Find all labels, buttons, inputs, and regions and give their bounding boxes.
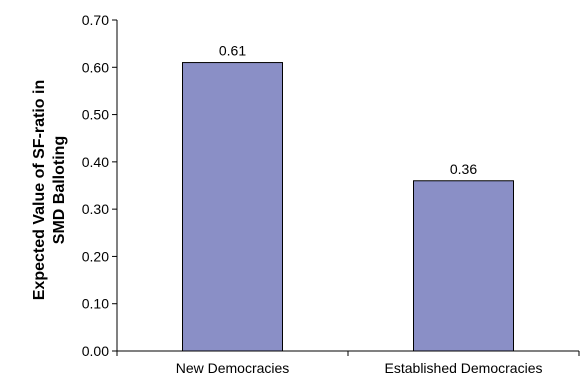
y-tick-label: 0.50	[82, 107, 109, 123]
plot-area: 0.00 0.10 0.20 0.30 0.40 0.50 0.60 0.70 0.61 New …	[82, 12, 580, 376]
bar-1	[413, 180, 514, 352]
data-label-0: 0.61	[219, 43, 246, 59]
y-axis-label-line-1: Expected Value of SF-ratio in	[31, 80, 48, 301]
y-tick-label: 0.20	[82, 248, 109, 264]
bar-0	[182, 62, 283, 352]
category-label-0: New Democracies	[176, 360, 290, 376]
y-tick-label: 0.30	[82, 201, 109, 217]
data-label-1: 0.36	[450, 161, 477, 177]
y-tick-label: 0.10	[82, 296, 109, 312]
y-tick-label: 0.00	[82, 343, 109, 359]
y-tick-label: 0.60	[82, 59, 109, 75]
category-label-1: Established Democracies	[385, 360, 543, 376]
y-axis-label-line-2: SMD Balloting	[51, 136, 68, 244]
y-tick-label: 0.40	[82, 154, 109, 170]
y-tick-label: 0.70	[82, 12, 109, 28]
